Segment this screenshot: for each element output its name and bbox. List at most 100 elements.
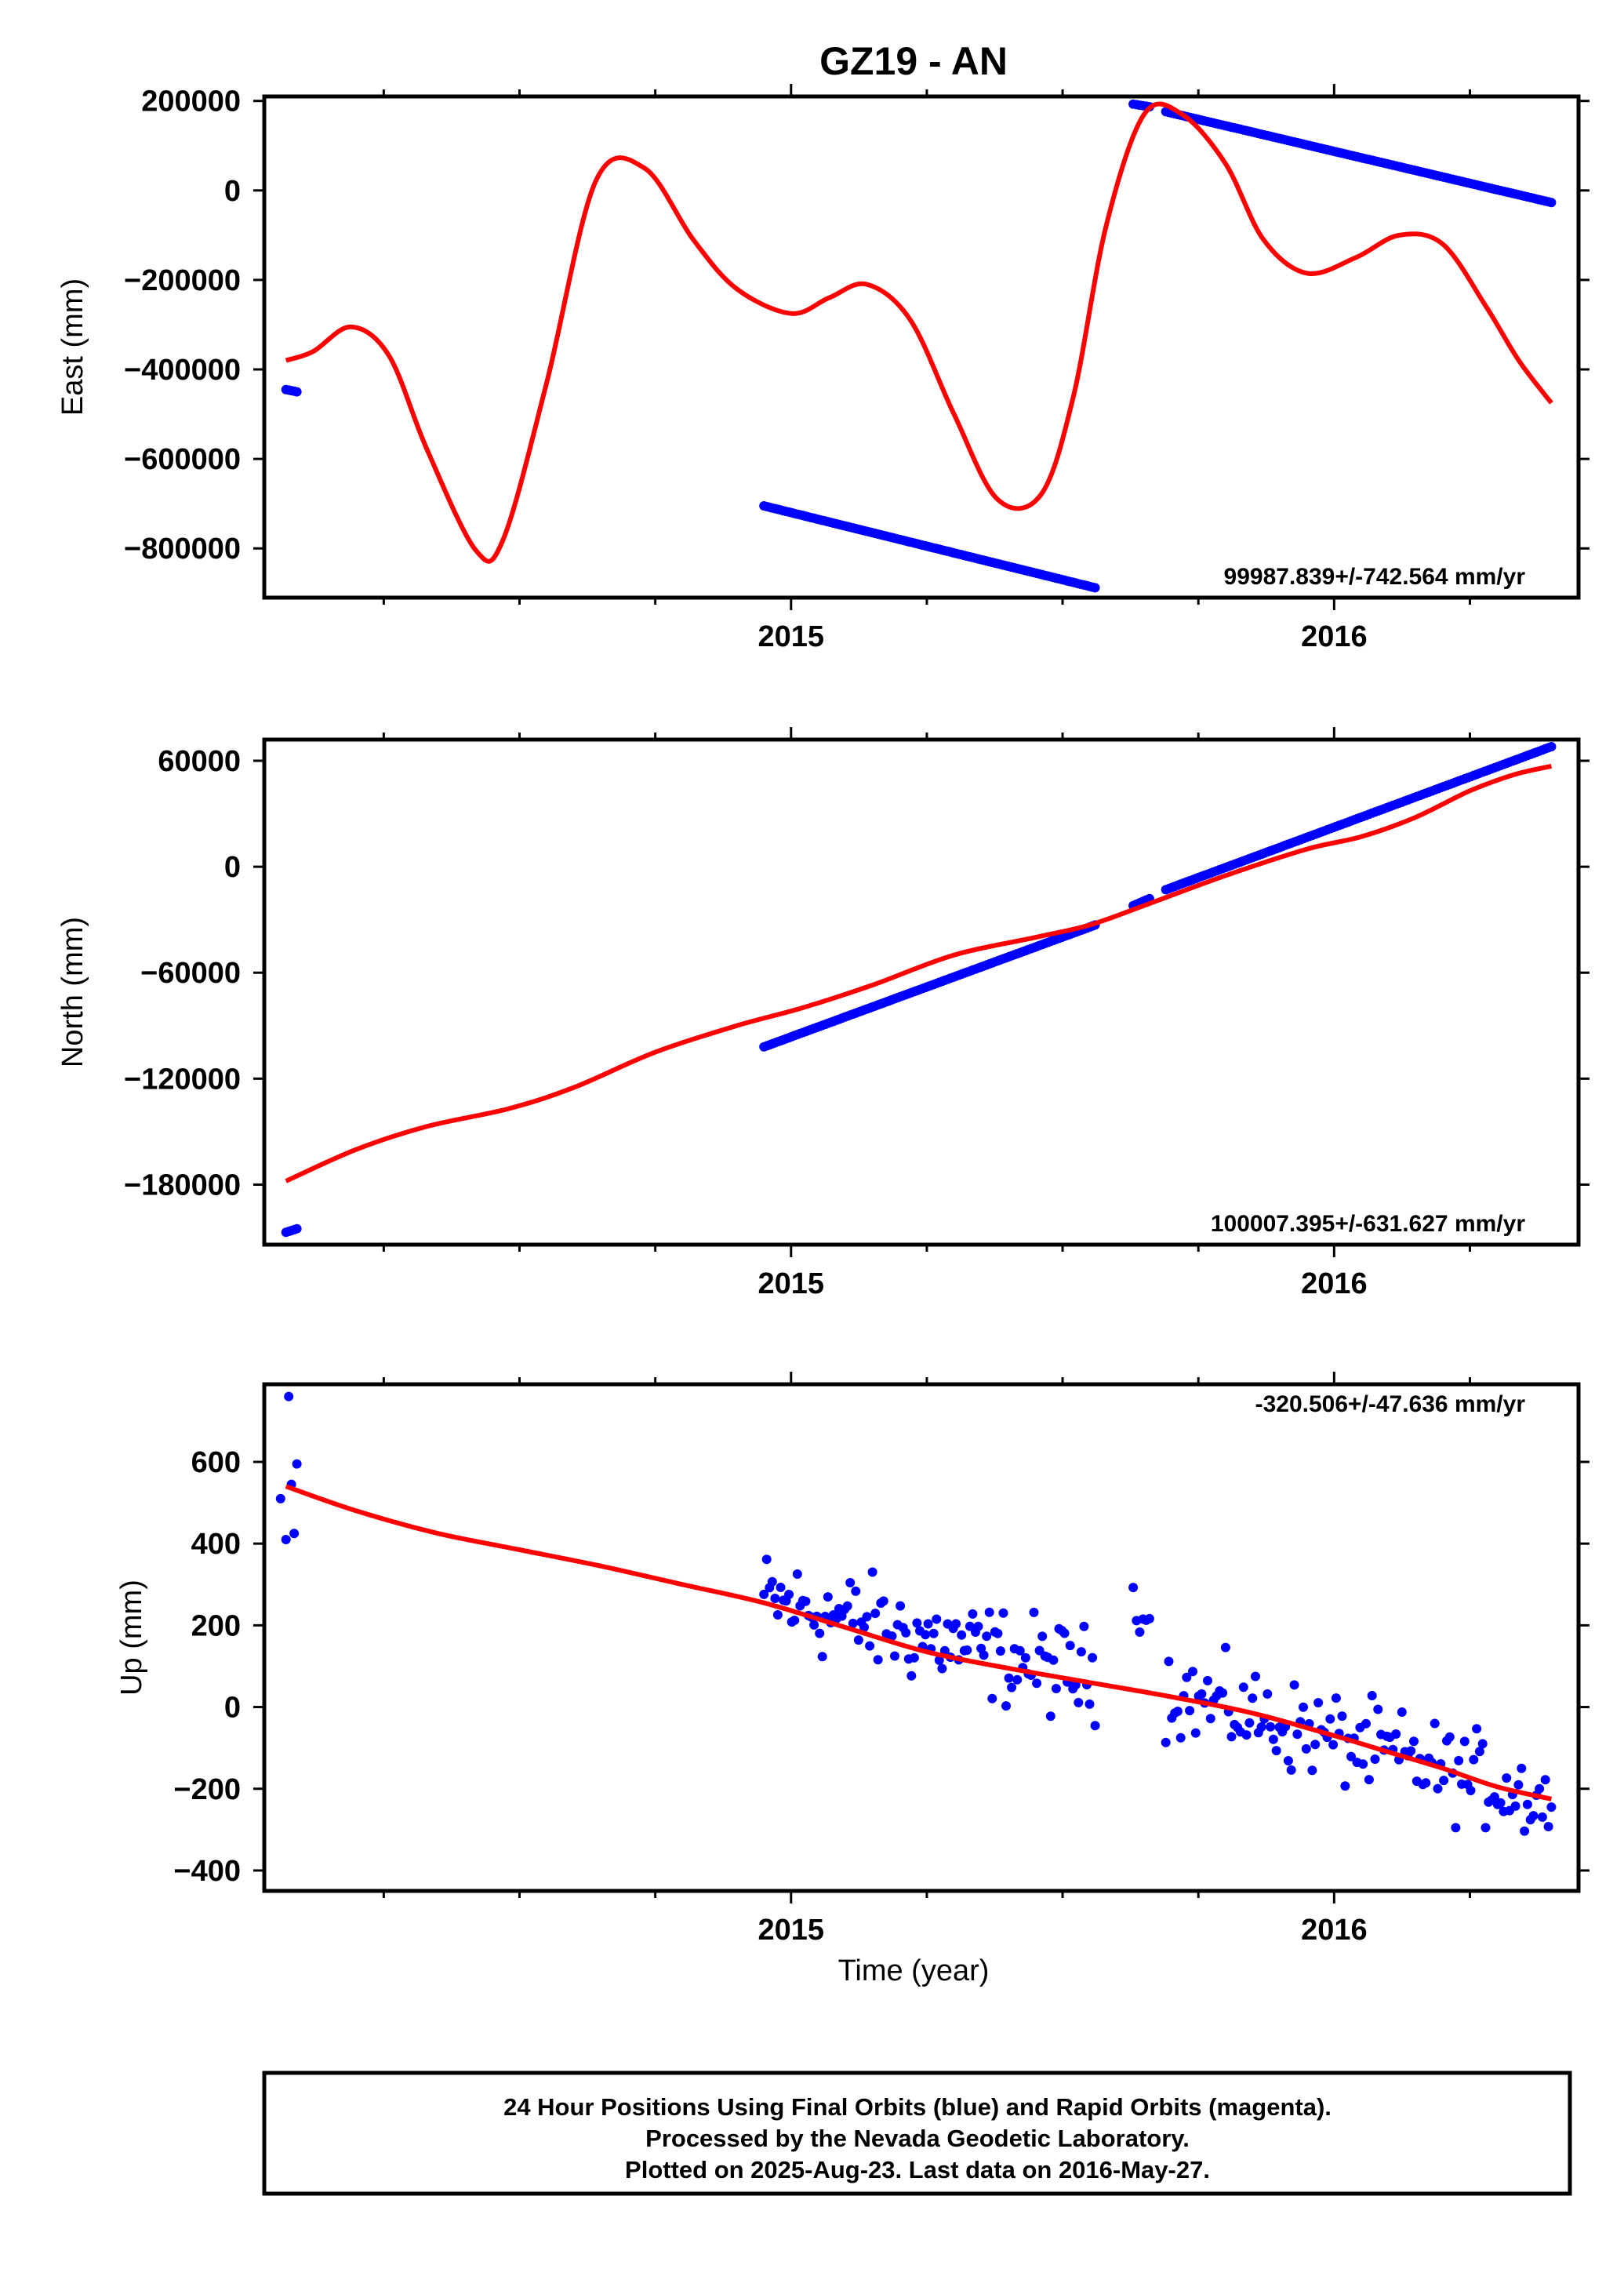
data-point — [1007, 1682, 1017, 1692]
data-point — [912, 1618, 922, 1628]
data-point — [1477, 1739, 1488, 1749]
data-point — [1325, 1714, 1335, 1724]
data-point — [1328, 1740, 1339, 1750]
data-point — [1048, 1655, 1059, 1665]
data-point — [1391, 1729, 1401, 1739]
data-point — [1346, 1751, 1356, 1762]
data-point — [281, 1535, 291, 1544]
x-tick-label: 2016 — [1301, 1267, 1368, 1300]
x-tick-label: 2015 — [758, 1914, 825, 1947]
data-point — [1535, 1783, 1545, 1794]
data-point — [995, 1646, 1005, 1656]
data-point — [998, 1608, 1008, 1618]
data-point — [776, 1583, 786, 1592]
data-point — [1059, 1628, 1070, 1638]
data-point — [1004, 1673, 1014, 1683]
data-point — [823, 1592, 833, 1602]
data-point — [289, 1529, 300, 1539]
data-point — [1313, 1698, 1324, 1707]
y-tick-label: −200000 — [124, 264, 241, 297]
footer-frame — [262, 2071, 1572, 2196]
chart-panels: 2015 20162000000−200000−400000−600000−800… — [56, 84, 1589, 1947]
data-point — [1263, 1689, 1273, 1699]
data-point — [1144, 1613, 1154, 1623]
data-point — [817, 1652, 827, 1662]
data-point — [962, 1645, 972, 1655]
data-point — [815, 1628, 825, 1638]
data-point — [292, 1223, 302, 1234]
data-point — [1175, 1732, 1186, 1743]
data-point — [1502, 1773, 1512, 1783]
data-point — [906, 1671, 917, 1681]
data-point — [957, 1630, 967, 1640]
data-point — [1459, 1736, 1470, 1747]
data-point — [1517, 1763, 1527, 1773]
y-tick-label: 200 — [191, 1609, 241, 1642]
data-point — [1331, 1693, 1341, 1703]
data-point — [1238, 1682, 1248, 1692]
data-point — [1546, 742, 1557, 751]
data-point — [867, 1567, 877, 1577]
data-point — [1307, 1765, 1317, 1776]
y-tick-label: 200000 — [141, 85, 241, 118]
data-point — [878, 1596, 888, 1606]
data-point — [1241, 1730, 1252, 1740]
data-point — [1546, 198, 1557, 208]
panel-north: 2015 2016 60000 0 −60000 −120000 −180000 North … — [56, 727, 1589, 1300]
data-point — [1244, 1718, 1255, 1728]
panel-east: 2015 2016 200000 0 −200000 −400000 −600000 −800… — [56, 84, 1589, 653]
data-point — [1205, 1714, 1215, 1724]
y-tick-label: −800000 — [124, 533, 241, 565]
data-point — [1433, 1783, 1443, 1794]
data-point — [1161, 1737, 1171, 1747]
data-point — [1045, 1711, 1055, 1722]
data-point — [1065, 1641, 1075, 1651]
data-point — [862, 1612, 872, 1622]
data-point — [1358, 1759, 1368, 1769]
data-point — [896, 1601, 906, 1611]
data-point — [1079, 1621, 1089, 1631]
footer-line-2: Processed by the Nevada Geodetic Laborat… — [645, 2125, 1190, 2152]
data-point — [1218, 1688, 1228, 1698]
data-point — [1188, 1667, 1197, 1677]
data-point — [767, 1576, 777, 1587]
data-point — [1480, 1823, 1491, 1833]
data-point — [759, 1589, 769, 1599]
data-point — [987, 1693, 997, 1703]
data-point — [1182, 1672, 1192, 1682]
rate-label: 100007.395+/-631.627 mm/yr — [1211, 1211, 1525, 1237]
data-point — [292, 387, 302, 397]
rate-label: -320.506+/-47.636 mm/yr — [1255, 1391, 1526, 1417]
data-point — [1074, 1697, 1084, 1707]
data-point — [887, 1631, 897, 1642]
data-point — [973, 1621, 983, 1631]
y-tick-label: −60000 — [140, 957, 241, 990]
data-point — [1397, 1707, 1407, 1717]
data-point — [1337, 1711, 1347, 1722]
data-point — [1454, 1755, 1464, 1765]
data-point — [1251, 1671, 1260, 1682]
data-point — [1090, 1721, 1100, 1731]
data-point — [859, 1622, 869, 1632]
data-point — [865, 1641, 875, 1651]
data-point — [1020, 1652, 1030, 1663]
data-point — [1537, 1812, 1547, 1822]
data-point — [979, 1650, 989, 1660]
x-tick-label: 2016 — [1301, 1914, 1368, 1947]
data-point — [1474, 1747, 1484, 1757]
data-point — [1203, 1675, 1212, 1685]
data-point — [1271, 1746, 1281, 1756]
data-point — [1220, 1642, 1230, 1652]
y-tick-label: −400000 — [124, 354, 241, 387]
data-point — [1472, 1724, 1482, 1734]
data-point — [965, 1621, 975, 1631]
data-point — [801, 1596, 811, 1606]
data-point — [1513, 1780, 1524, 1790]
data-point — [1135, 1627, 1145, 1637]
data-point — [1032, 1678, 1042, 1689]
data-point — [984, 1607, 994, 1617]
data-point — [1001, 1701, 1011, 1711]
data-point — [1090, 583, 1100, 593]
data-point — [1430, 1718, 1440, 1729]
panel-up: 2015 2016 600 400 200 0 −200 −400 Up (mm) -320.50… — [115, 1372, 1589, 1947]
